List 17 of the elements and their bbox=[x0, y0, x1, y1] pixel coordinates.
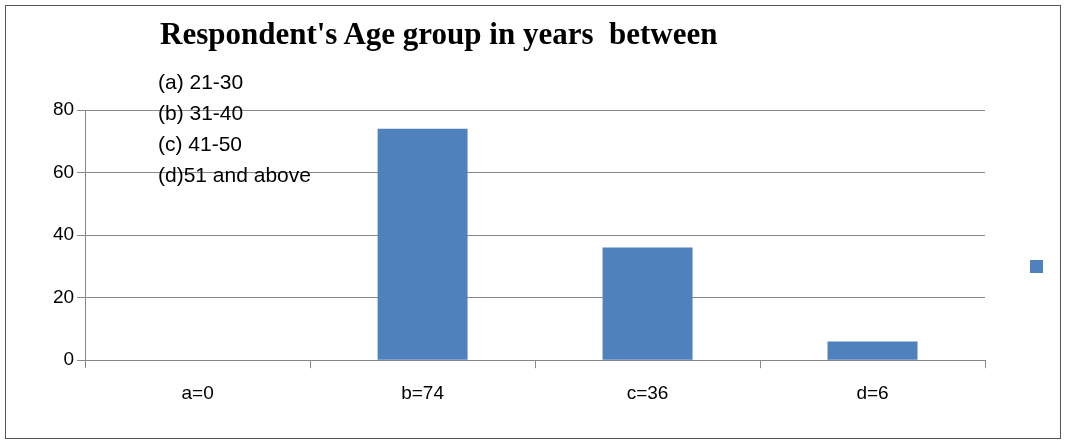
x-tick-label: d=6 bbox=[856, 381, 889, 403]
chart-title: Respondent's Age group in years between bbox=[160, 16, 718, 52]
annotation: (c) 41-50 bbox=[158, 131, 244, 157]
y-tick-label: 80 bbox=[52, 98, 75, 120]
y-tick-label: 60 bbox=[52, 160, 75, 182]
annotation: (b) 31-40 bbox=[158, 100, 245, 126]
bar bbox=[602, 247, 693, 360]
x-tick-label: a=0 bbox=[181, 381, 214, 403]
x-tick-label: b=74 bbox=[401, 381, 445, 403]
text: (a) 21-30 bbox=[158, 69, 245, 95]
y-tick-label: 0 bbox=[63, 348, 75, 370]
y-tick-label: 40 bbox=[52, 223, 75, 245]
x-tick-label: c=36 bbox=[626, 381, 669, 403]
bar bbox=[827, 341, 918, 360]
bar bbox=[377, 128, 468, 360]
annotation: (d)51 and above bbox=[158, 162, 311, 188]
y-tick-label: 20 bbox=[52, 285, 75, 307]
